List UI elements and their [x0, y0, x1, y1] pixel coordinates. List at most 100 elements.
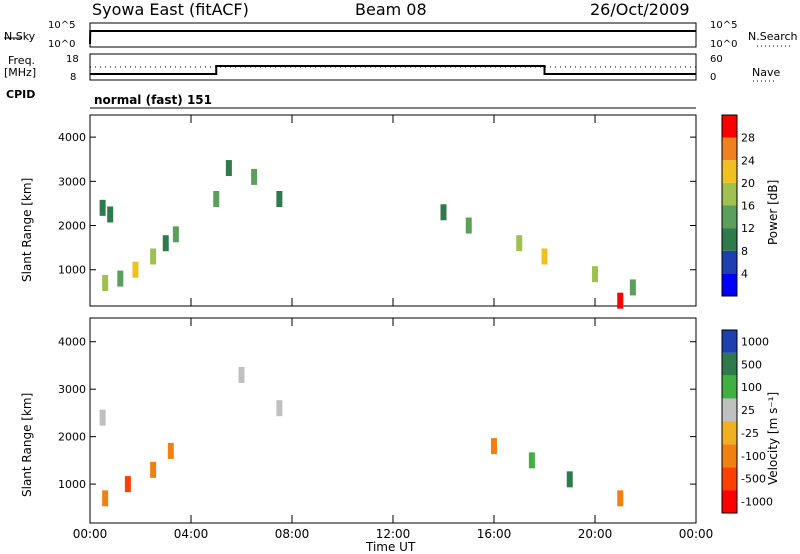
freq-label: Freq.: [8, 54, 36, 67]
velocity-colorbar-tick: -100: [741, 450, 766, 463]
power-cell: [440, 204, 447, 221]
power-colorbar-tick: 12: [741, 222, 755, 235]
freq-tick-low: 8: [70, 72, 77, 83]
power-cell: [541, 248, 548, 265]
x-tick-label: 20:00: [578, 527, 613, 541]
velocity-colorbar-tick: 500: [741, 358, 762, 371]
velocity-colorbar-step: [722, 330, 737, 353]
velocity-colorbar-tick: 1000: [741, 335, 769, 348]
velocity-ytick-label: 2000: [58, 431, 86, 444]
freq-trace: [90, 65, 696, 75]
power-cell: [107, 206, 114, 223]
velocity-ytick-label: 3000: [58, 383, 86, 396]
nave-tick-low: 0: [710, 72, 717, 83]
power-colorbar-step: [722, 205, 737, 229]
x-tick-label: 16:00: [477, 527, 512, 541]
power-colorbar-tick: 16: [741, 200, 755, 213]
power-cell: [117, 270, 124, 287]
x-tick-label: 00:00: [679, 527, 714, 541]
power-colorbar-step: [722, 228, 737, 251]
x-tick-label: 08:00: [275, 527, 310, 541]
velocity-cell: [238, 366, 245, 383]
power-cell: [516, 235, 523, 252]
power-cell: [213, 191, 220, 208]
velocity-panel-frame: [89, 317, 697, 524]
power-colorbar-label: Power [dB]: [766, 179, 780, 245]
power-cell: [276, 191, 283, 208]
freq-unit: [MHz]: [4, 66, 37, 79]
x-tick-label: 12:00: [376, 527, 411, 541]
velocity-cell: [167, 442, 174, 459]
velocity-colorbar-label: Velocity [m s⁻¹]: [766, 391, 780, 485]
velocity-colorbar-tick: -500: [741, 473, 766, 486]
power-cell: [150, 248, 157, 265]
power-panel-frame: [89, 114, 697, 307]
power-colorbar-step: [722, 160, 737, 183]
beam-label: Beam 08: [355, 0, 427, 19]
power-colorbar-tick: 4: [741, 267, 748, 280]
power-colorbar-tick: 24: [741, 154, 755, 167]
power-cell: [592, 266, 598, 283]
velocity-cell: [276, 400, 283, 417]
velocity-ytick-label: 1000: [58, 478, 86, 491]
power-colorbar-tick: 8: [741, 245, 748, 258]
power-cell: [132, 261, 139, 278]
velocity-colorbar-frame: [721, 329, 738, 514]
velocity-colorbar-step: [722, 467, 737, 491]
velocity-colorbar-tick: -25: [741, 427, 759, 440]
power-ytick-label: 2000: [58, 220, 86, 233]
x-tick-label: 04:00: [174, 527, 209, 541]
velocity-ylabel: Slant Range [km]: [20, 392, 34, 497]
power-colorbar-step: [722, 115, 737, 138]
x-tick-label: 00:00: [73, 527, 108, 541]
nsearch-tick-high: 10^5: [710, 20, 738, 31]
power-cell: [172, 226, 179, 243]
power-ytick-label: 3000: [58, 175, 86, 188]
nsearch-tick-low: 10^0: [710, 39, 738, 50]
power-colorbar-step: [722, 137, 737, 161]
velocity-colorbar-tick: -1000: [741, 496, 773, 509]
cpid-label: CPID: [6, 88, 36, 101]
power-cell: [465, 217, 472, 234]
power-colorbar-step: [722, 182, 737, 206]
velocity-cell: [102, 490, 109, 507]
velocity-colorbar-step: [722, 444, 737, 468]
power-colorbar-tick: 28: [741, 132, 755, 145]
power-cell: [102, 275, 109, 292]
velocity-colorbar-step: [722, 398, 737, 422]
power-cell: [162, 235, 169, 252]
station-title: Syowa East (fitACF): [92, 0, 249, 19]
velocity-cell: [150, 461, 157, 478]
power-cell: [617, 292, 624, 309]
velocity-cell: [124, 476, 131, 493]
velocity-cell: [617, 490, 624, 507]
nave-tick-high: 60: [710, 54, 723, 65]
power-colorbar-step: [722, 250, 737, 274]
power-cell: [629, 279, 636, 296]
velocity-colorbar-tick: 100: [741, 381, 762, 394]
velocity-cell: [528, 452, 535, 469]
nsky-tick-high: 10^5: [48, 20, 76, 31]
power-colorbar-tick: 20: [741, 177, 755, 190]
power-cell: [225, 160, 232, 177]
x-axis-label: Time UT: [366, 540, 416, 554]
velocity-ytick-label: 4000: [58, 336, 86, 349]
power-ylabel: Slant Range [km]: [20, 177, 34, 282]
velocity-colorbar-step: [722, 375, 737, 399]
power-cell: [99, 199, 106, 216]
power-ytick-label: 1000: [58, 264, 86, 277]
velocity-colorbar-step: [722, 421, 737, 445]
date-label: 26/Oct/2009: [590, 0, 690, 19]
nsky-tick-low: 10^0: [48, 39, 76, 50]
nsky-label: N.Sky: [4, 30, 36, 43]
power-colorbar-frame: [721, 114, 738, 297]
nave-label: Nave: [752, 66, 781, 79]
nsearch-label: N.Search: [748, 30, 798, 43]
velocity-cell: [566, 471, 573, 488]
velocity-cell: [99, 409, 106, 426]
velocity-cell: [491, 438, 497, 455]
power-cell: [251, 168, 258, 185]
nsky-panel: [89, 22, 697, 48]
power-colorbar-step: [722, 273, 737, 296]
